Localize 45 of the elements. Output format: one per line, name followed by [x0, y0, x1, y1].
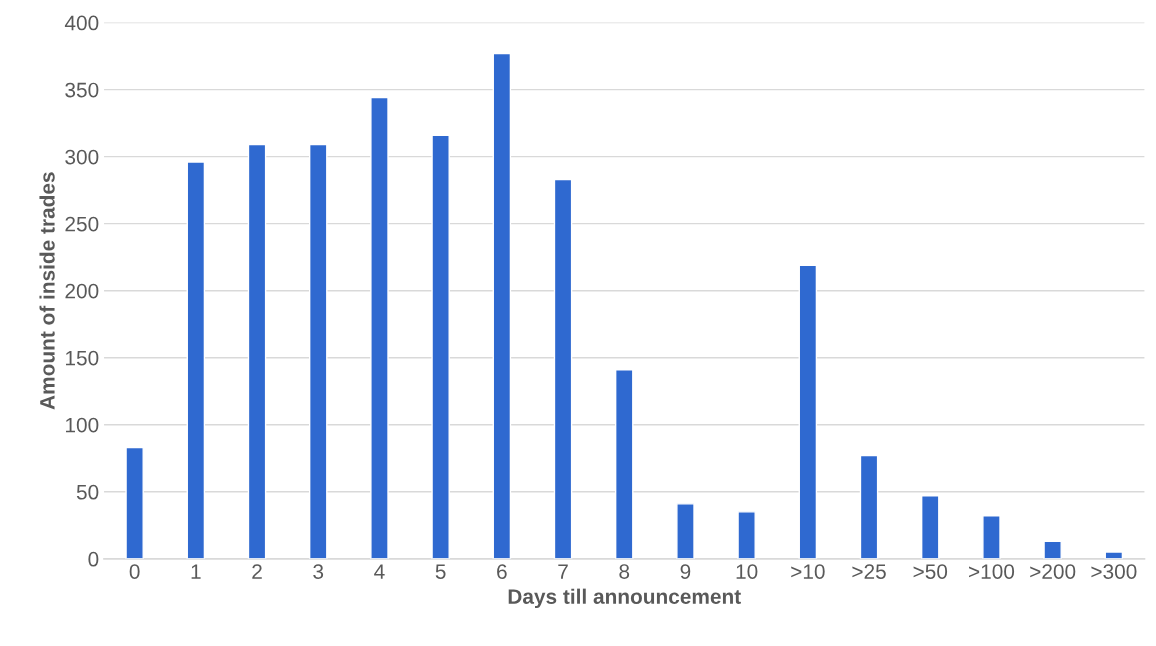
- x-tick-label: >10: [791, 564, 825, 579]
- y-tick-label: 250: [65, 216, 99, 232]
- bar: [737, 511, 756, 559]
- y-tick-label: 100: [66, 417, 99, 433]
- x-tick-label: 1: [191, 564, 201, 579]
- x-tick-label: 2: [252, 564, 262, 579]
- x-axis-title: Days till announcement: [508, 588, 741, 609]
- x-tick-label: >50: [913, 564, 948, 579]
- bar: [798, 264, 818, 559]
- x-tick-label: 5: [435, 564, 446, 579]
- bar: [859, 454, 879, 559]
- bar: [186, 161, 206, 559]
- x-tick-label: >300: [1091, 564, 1137, 579]
- bar: [982, 515, 1001, 559]
- x-tick-label: 10: [736, 564, 758, 579]
- y-tick-label: 350: [65, 82, 99, 98]
- x-tick-label: >100: [969, 564, 1015, 579]
- x-tick-label: >25: [852, 564, 886, 579]
- bar: [125, 446, 144, 559]
- y-tick-label: 0: [88, 551, 99, 567]
- y-axis-title: Amount of inside trades: [39, 172, 55, 410]
- y-tick-label: 200: [65, 283, 99, 299]
- x-tick-label: 0: [129, 564, 140, 579]
- bar: [920, 495, 940, 559]
- x-tick-label: 4: [374, 564, 385, 579]
- bar: [1104, 551, 1124, 559]
- bar: [676, 503, 695, 559]
- y-tick-label: 300: [65, 149, 99, 165]
- bar: [492, 52, 512, 559]
- x-tick-label: 8: [619, 564, 630, 579]
- x-tick-label: >200: [1030, 564, 1076, 579]
- y-tick-label: 400: [64, 15, 99, 31]
- bar: [614, 369, 634, 559]
- x-tick-label: 7: [558, 564, 568, 579]
- x-tick-label: 6: [497, 564, 507, 579]
- y-tick-label: 50: [76, 484, 99, 500]
- bar: [370, 96, 389, 559]
- bar: [431, 134, 450, 559]
- bar: [553, 178, 573, 559]
- bar: [1043, 540, 1062, 559]
- bar: [247, 143, 267, 559]
- x-tick-label: 3: [313, 564, 324, 579]
- x-tick-label: 9: [680, 564, 691, 579]
- bar: [308, 143, 328, 559]
- y-tick-label: 150: [66, 350, 99, 366]
